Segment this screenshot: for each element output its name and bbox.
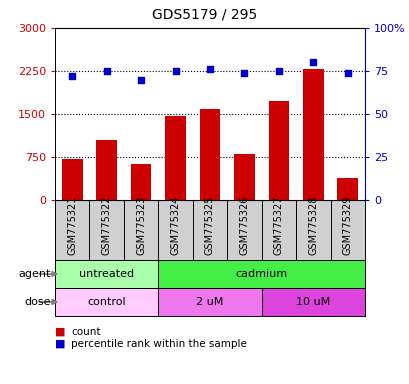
Text: percentile rank within the sample: percentile rank within the sample xyxy=(71,339,247,349)
Text: GSM775322: GSM775322 xyxy=(101,196,111,255)
Bar xyxy=(55,260,158,288)
Bar xyxy=(158,260,364,288)
Point xyxy=(344,70,350,76)
Point xyxy=(69,73,75,79)
Text: GSM775325: GSM775325 xyxy=(204,196,214,255)
Point xyxy=(137,76,144,83)
Point xyxy=(240,70,247,76)
Text: untreated: untreated xyxy=(79,269,134,279)
Text: ■: ■ xyxy=(55,327,65,337)
Text: GDS5179 / 295: GDS5179 / 295 xyxy=(152,8,257,22)
Text: control: control xyxy=(87,297,126,307)
Text: agent: agent xyxy=(18,269,51,279)
Bar xyxy=(55,288,158,316)
Bar xyxy=(268,101,288,200)
Text: cadmium: cadmium xyxy=(235,269,287,279)
Bar xyxy=(261,288,364,316)
Text: GSM775326: GSM775326 xyxy=(239,196,249,255)
Text: GSM775327: GSM775327 xyxy=(273,196,283,255)
Text: GSM775321: GSM775321 xyxy=(67,196,77,255)
Text: 2 uM: 2 uM xyxy=(196,297,223,307)
Point xyxy=(172,68,178,74)
Bar xyxy=(158,288,261,316)
Text: GSM775329: GSM775329 xyxy=(342,196,352,255)
Bar xyxy=(302,69,323,200)
Bar xyxy=(96,140,117,200)
Text: GSM775328: GSM775328 xyxy=(308,196,317,255)
Bar xyxy=(62,159,82,200)
Point xyxy=(275,68,281,74)
Bar xyxy=(337,178,357,200)
Text: dose: dose xyxy=(25,297,51,307)
Text: 10 uM: 10 uM xyxy=(295,297,330,307)
Bar xyxy=(165,116,185,200)
Point xyxy=(103,68,110,74)
Text: ■: ■ xyxy=(55,339,65,349)
Bar xyxy=(130,164,151,200)
Text: GSM775324: GSM775324 xyxy=(170,196,180,255)
Point xyxy=(309,59,316,65)
Bar xyxy=(199,109,220,200)
Text: GSM775323: GSM775323 xyxy=(136,196,146,255)
Bar xyxy=(234,154,254,200)
Point xyxy=(206,66,213,72)
Text: count: count xyxy=(71,327,101,337)
